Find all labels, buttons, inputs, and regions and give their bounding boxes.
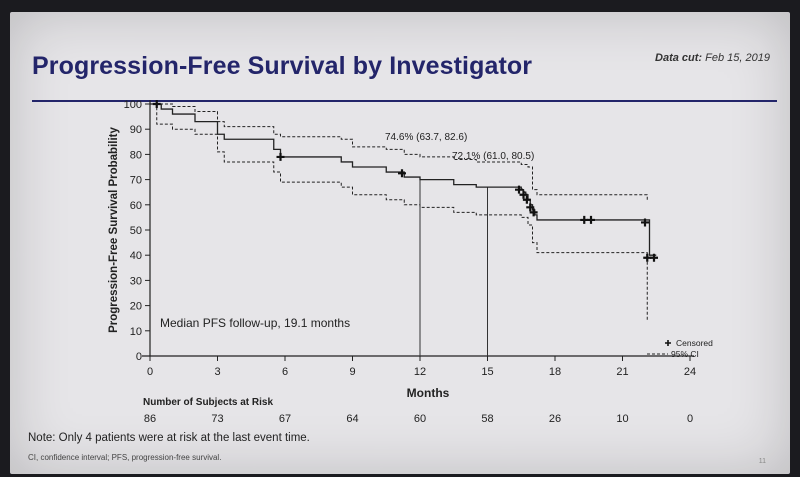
y-tick-label: 30: [130, 275, 142, 287]
data-cut-key: Data cut:: [655, 52, 703, 64]
y-tick-label: 50: [130, 225, 142, 237]
censored-mark: [152, 100, 161, 108]
note-text: Note: Only 4 patients were at risk at th…: [28, 432, 310, 444]
y-tick-label: 40: [130, 250, 142, 262]
x-tick-label: 24: [684, 366, 696, 378]
annotation-15-month: 72.1% (61.0, 80.5): [452, 151, 534, 162]
data-cut-date: Feb 15, 2019: [705, 52, 770, 64]
at-risk-value: 58: [481, 413, 494, 425]
y-tick-label: 90: [130, 124, 142, 136]
footnote-text: CI, confidence interval; PFS, progressio…: [28, 453, 222, 462]
data-cut-label: Data cut: Feb 15, 2019: [655, 52, 770, 64]
x-tick-label: 9: [349, 366, 355, 378]
censored-mark: [522, 195, 531, 204]
ci-upper-curve: [150, 103, 648, 200]
at-risk-value: 86: [143, 413, 157, 425]
censored-mark: [529, 208, 538, 217]
y-tick-label: 0: [136, 351, 142, 363]
y-tick-label: 80: [130, 149, 142, 161]
title-divider: [32, 100, 777, 102]
x-tick-label: 21: [616, 366, 628, 378]
censored-mark: [641, 218, 649, 227]
ci-lower-curve: [150, 103, 648, 321]
censored-mark: [398, 169, 406, 178]
slide-title: Progression-Free Survival by Investigato…: [32, 52, 533, 80]
slide: Data cut: Feb 15, 2019 Progression-Free …: [10, 12, 790, 474]
censored-mark: [515, 185, 523, 194]
censored-mark: [643, 253, 652, 262]
survival-curve: [150, 103, 657, 256]
x-tick-label: 12: [414, 366, 426, 378]
x-tick-label: 6: [282, 366, 288, 378]
legend-censored-symbol: [665, 340, 671, 346]
y-tick-label: 100: [124, 99, 142, 111]
x-tick-label: 0: [147, 366, 153, 378]
at-risk-value: 64: [346, 413, 359, 425]
censored-mark: [650, 253, 658, 262]
y-tick-label: 60: [130, 200, 142, 212]
at-risk-value: 60: [413, 413, 427, 425]
at-risk-heading: Number of Subjects at Risk: [143, 397, 274, 408]
y-tick-label: 70: [130, 175, 142, 187]
x-tick-label: 3: [214, 366, 220, 378]
annotation-12-month: 74.6% (63.7, 82.6): [385, 132, 467, 143]
at-risk-value: 0: [686, 413, 694, 425]
x-tick-label: 15: [481, 366, 493, 378]
at-risk-value: 67: [278, 413, 292, 425]
x-axis-label: Months: [407, 386, 450, 400]
censored-mark: [276, 152, 285, 161]
legend-censored-label: Censored: [676, 338, 713, 348]
at-risk-value: 10: [616, 413, 629, 425]
censored-mark: [580, 215, 589, 224]
y-tick-label: 10: [130, 326, 142, 338]
censored-mark: [587, 215, 595, 224]
median-follow-up-text: Median PFS follow-up, 19.1 months: [160, 316, 350, 330]
x-tick-label: 18: [549, 366, 561, 378]
page-number: 11: [758, 458, 766, 465]
at-risk-value: 73: [211, 413, 224, 425]
at-risk-value: 26: [548, 413, 562, 425]
y-axis-label: Progression-Free Survival Probability: [108, 127, 120, 333]
legend-ci-label: 95% CI: [671, 349, 699, 359]
censored-mark: [526, 203, 535, 212]
y-tick-label: 20: [130, 301, 142, 313]
censored-mark: [519, 190, 528, 199]
